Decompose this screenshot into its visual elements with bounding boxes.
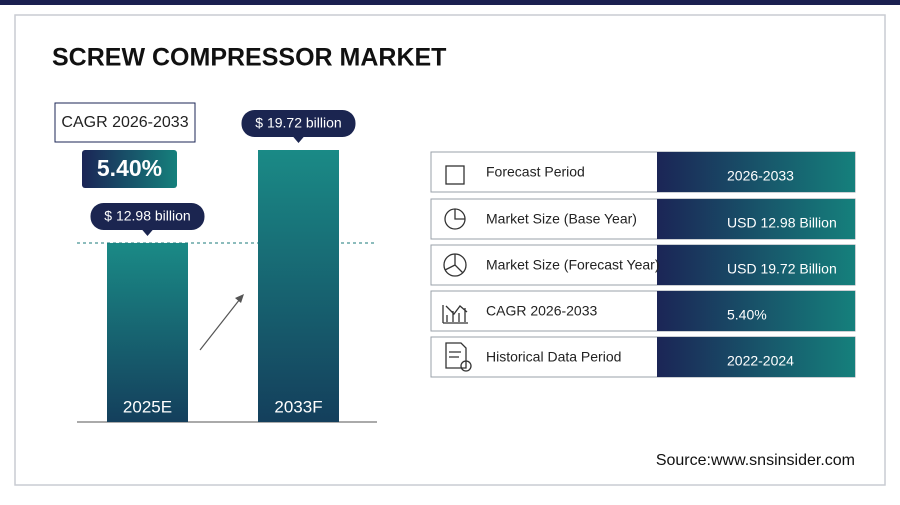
arrow-head xyxy=(235,294,244,303)
row-label: Historical Data Period xyxy=(486,349,621,365)
value-label: $ 19.72 billion xyxy=(255,115,341,131)
title: SCREW COMPRESSOR MARKET xyxy=(52,44,446,72)
value-label: $ 12.98 billion xyxy=(104,208,190,224)
row-value: USD 19.72 Billion xyxy=(727,261,837,277)
row-value-cell xyxy=(657,199,855,239)
row-label: Forecast Period xyxy=(486,164,585,180)
icon xyxy=(454,209,465,220)
bar xyxy=(258,150,339,422)
row-value: 2022-2024 xyxy=(727,353,794,369)
icon xyxy=(445,342,467,369)
icons xyxy=(442,165,472,372)
row-value: USD 12.98 Billion xyxy=(727,215,837,231)
icon xyxy=(442,305,468,324)
bubble-pointer xyxy=(292,136,305,143)
frame xyxy=(14,14,886,486)
cagr-label: CAGR 2026-2033 xyxy=(61,114,188,131)
icon xyxy=(444,254,464,274)
bar xyxy=(107,242,188,422)
row-value-cell xyxy=(657,291,855,331)
row-label: CAGR 2026-2033 xyxy=(486,303,598,319)
cagr-value-box xyxy=(82,150,177,188)
top-band xyxy=(0,0,900,5)
cagr-box xyxy=(54,102,196,143)
label-bubble xyxy=(90,202,205,230)
row-value: 5.40% xyxy=(727,307,767,323)
icon xyxy=(460,360,472,372)
row-value-cell xyxy=(657,152,855,192)
x-tick-label: 2025E xyxy=(123,397,172,416)
trend-arrow xyxy=(199,298,241,351)
row-value-cell xyxy=(657,337,855,377)
row-value-cell xyxy=(657,245,855,285)
bubble-pointer xyxy=(141,228,154,236)
row-label: Market Size (Forecast Year) xyxy=(486,257,660,273)
source: Source:www.snsinsider.com xyxy=(656,452,855,469)
icon xyxy=(445,165,465,185)
label-bubble xyxy=(241,110,356,137)
row-value: 2026-2033 xyxy=(727,168,794,184)
row-label: Market Size (Base Year) xyxy=(486,211,637,227)
cagr-value: 5.40% xyxy=(97,155,162,181)
x-tick-label: 2033F xyxy=(274,397,322,416)
